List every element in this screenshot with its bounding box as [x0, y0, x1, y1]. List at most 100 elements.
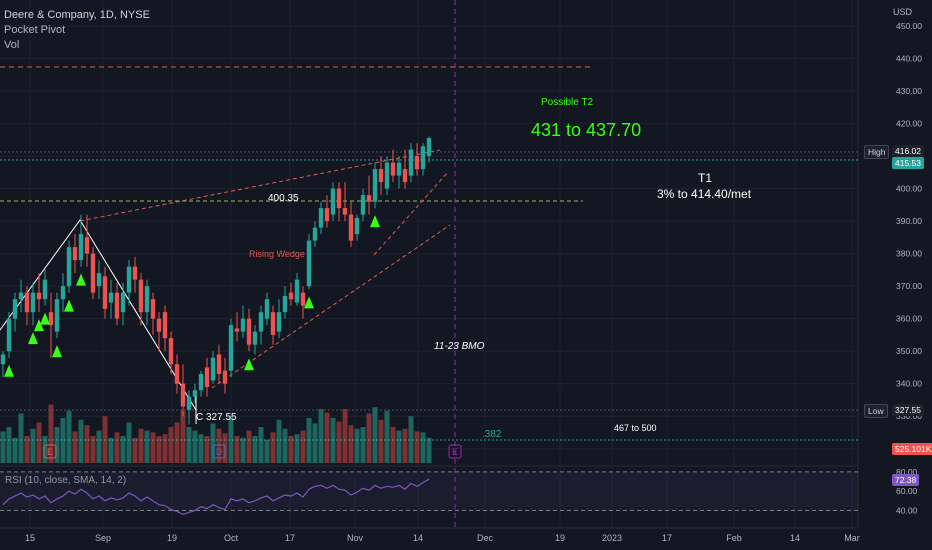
candle-body — [378, 169, 384, 183]
candle-body — [6, 318, 12, 352]
candle — [264, 292, 270, 326]
pocket-pivot-marker — [370, 215, 380, 228]
rsi-legend[interactable]: RSI (10, close, SMA, 14, 2) — [5, 475, 127, 486]
volume-bar — [198, 434, 204, 463]
pocket-pivot-legend[interactable]: Pocket Pivot — [4, 24, 66, 36]
event-marker-label: E — [452, 447, 458, 457]
volume-bar — [414, 431, 420, 463]
time-tick-label: Mar — [844, 533, 860, 543]
c-low-label: C 327.55 — [196, 412, 237, 423]
candle-body — [90, 253, 96, 293]
volume-bar — [0, 431, 6, 463]
volume-bar — [150, 432, 156, 463]
price-tick-label: 360.00 — [896, 314, 922, 324]
candle-body — [84, 237, 90, 254]
candle — [84, 214, 90, 267]
candle — [276, 299, 282, 339]
volume-bar — [324, 412, 330, 463]
pocket-pivot-marker — [4, 364, 14, 377]
volume-bar — [258, 427, 264, 463]
high-label-badge: High — [864, 145, 890, 159]
volume-bar — [168, 427, 174, 463]
candle — [6, 312, 12, 358]
candle-body — [48, 312, 54, 326]
candle-body — [366, 195, 372, 202]
candle-body — [414, 156, 420, 170]
rsi-tick-label: 80.00 — [896, 467, 918, 477]
volume-bar — [186, 427, 192, 463]
candle — [120, 282, 126, 326]
volume-bar — [144, 430, 150, 463]
price-tick-label: 380.00 — [896, 249, 922, 259]
level-400-label: 400.35 — [268, 193, 299, 204]
channel-line — [373, 171, 449, 256]
candle-body — [318, 208, 324, 228]
candle-body — [300, 292, 306, 306]
event-marker-box — [43, 444, 57, 459]
volume-bar — [288, 436, 294, 463]
candle — [348, 201, 354, 248]
volume-bar — [408, 416, 414, 463]
time-tick-label: Nov — [347, 533, 364, 543]
volume-bar — [18, 413, 24, 463]
low-value-badge: 327.55 — [892, 404, 924, 416]
volume-bar — [48, 404, 54, 463]
time-tick-label: Oct — [224, 533, 239, 543]
candle-body — [174, 364, 180, 384]
high-value-badge: 416.02 — [892, 145, 924, 157]
candle — [36, 273, 42, 313]
candle — [66, 240, 72, 293]
candle-body — [408, 149, 414, 176]
candle — [48, 292, 54, 358]
volume-bar — [216, 428, 222, 463]
candle — [336, 182, 342, 222]
volume-bar — [348, 425, 354, 463]
volume-bar — [402, 428, 408, 463]
event-marker-box — [212, 444, 226, 459]
candle-body — [180, 383, 186, 407]
candle — [162, 305, 168, 352]
candle-body — [396, 162, 402, 176]
candle-body — [372, 169, 378, 202]
candle — [384, 156, 390, 196]
candle-body — [270, 312, 276, 335]
time-tick-label: 17 — [285, 533, 295, 543]
rsi-value-badge: 72.38 — [892, 474, 920, 486]
time-tick-label: 17 — [662, 533, 672, 543]
volume-bar — [156, 436, 162, 463]
candle-body — [390, 162, 396, 176]
earnings-note-label: 11-23 BMO — [434, 341, 485, 352]
event-marker-label: D — [216, 447, 223, 457]
rsi-pane: 40.00 60.00 80.00 — [0, 465, 918, 516]
candle-body — [108, 292, 114, 303]
candle-body — [246, 318, 252, 345]
candle — [234, 312, 240, 342]
volume-bar — [336, 421, 342, 463]
symbol-title[interactable]: Deere & Company, 1D, NYSE — [4, 9, 150, 21]
candle-body — [360, 195, 366, 215]
candle-body — [162, 312, 168, 339]
volume-bar — [66, 410, 72, 463]
time-tick-label: Dec — [477, 533, 494, 543]
volume-bar — [276, 419, 282, 463]
volume-bar — [60, 418, 66, 463]
candle — [30, 282, 36, 326]
volume-legend[interactable]: Vol — [4, 39, 20, 51]
volume-bar — [12, 437, 18, 463]
price-tick-label: 450.00 — [896, 21, 922, 31]
pocket-pivot-markers — [4, 215, 380, 377]
candle — [150, 292, 156, 335]
volume-bar — [252, 436, 258, 463]
chart-legend: Deere & Company, 1D, NYSE Pocket Pivot V… — [4, 8, 150, 53]
volume-bar — [126, 422, 132, 463]
volume-bar — [174, 422, 180, 463]
time-tick-label: 14 — [790, 533, 800, 543]
candle — [426, 136, 432, 163]
candle-body — [306, 240, 312, 287]
volume-bar — [282, 428, 288, 463]
price-tick-label: 370.00 — [896, 281, 922, 291]
candle-body — [18, 292, 24, 300]
candle — [186, 390, 192, 425]
candle-body — [228, 325, 234, 371]
